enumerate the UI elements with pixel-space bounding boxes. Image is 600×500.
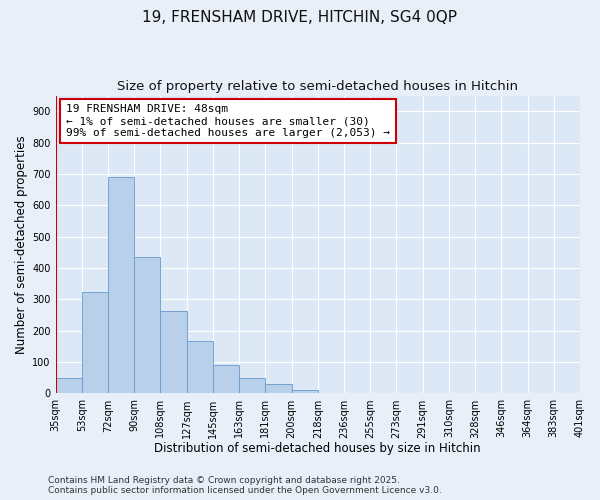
Bar bbox=[160, 311, 187, 394]
Title: Size of property relative to semi-detached houses in Hitchin: Size of property relative to semi-detach… bbox=[117, 80, 518, 93]
Y-axis label: Number of semi-detached properties: Number of semi-detached properties bbox=[15, 135, 28, 354]
Text: 19 FRENSHAM DRIVE: 48sqm
← 1% of semi-detached houses are smaller (30)
99% of se: 19 FRENSHAM DRIVE: 48sqm ← 1% of semi-de… bbox=[66, 104, 390, 138]
Bar bbox=[213, 364, 239, 394]
Text: Contains HM Land Registry data © Crown copyright and database right 2025.
Contai: Contains HM Land Registry data © Crown c… bbox=[48, 476, 442, 495]
Bar bbox=[82, 292, 108, 394]
Text: 19, FRENSHAM DRIVE, HITCHIN, SG4 0QP: 19, FRENSHAM DRIVE, HITCHIN, SG4 0QP bbox=[143, 10, 458, 25]
Bar bbox=[56, 378, 82, 394]
Bar bbox=[292, 390, 318, 394]
Bar bbox=[134, 257, 160, 394]
Bar bbox=[239, 378, 265, 394]
Bar bbox=[265, 384, 292, 394]
Bar bbox=[108, 177, 134, 394]
Bar bbox=[187, 341, 213, 394]
X-axis label: Distribution of semi-detached houses by size in Hitchin: Distribution of semi-detached houses by … bbox=[154, 442, 481, 455]
